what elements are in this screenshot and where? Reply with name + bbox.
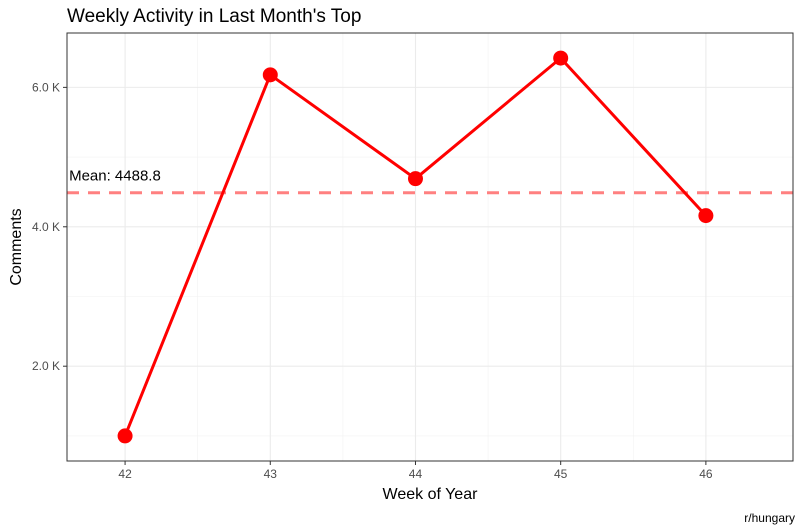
x-tick-label: 42 bbox=[118, 467, 132, 481]
chart-title: Weekly Activity in Last Month's Top bbox=[67, 6, 361, 27]
series-comments bbox=[117, 50, 714, 444]
data-point bbox=[262, 67, 278, 83]
y-tick-label: 4.0 K bbox=[32, 220, 60, 234]
mean-annotation: Mean: 4488.8 bbox=[69, 168, 161, 185]
chart-caption: r/hungary bbox=[744, 511, 795, 525]
axes: 2.0 K 4.0 K 6.0 K 42 43 44 45 46 bbox=[32, 80, 713, 481]
y-tick-label: 6.0 K bbox=[32, 80, 60, 94]
x-tick-label: 45 bbox=[554, 467, 568, 481]
data-point bbox=[553, 50, 569, 66]
data-point bbox=[407, 171, 423, 187]
grid bbox=[67, 33, 793, 461]
x-tick-label: 43 bbox=[264, 467, 278, 481]
x-tick-label: 46 bbox=[699, 467, 713, 481]
plot-panel-border bbox=[66, 32, 794, 462]
y-tick-label: 2.0 K bbox=[32, 359, 60, 373]
y-axis-title: Comments bbox=[8, 208, 25, 285]
data-point bbox=[698, 208, 714, 224]
mean-reference: Mean: 4488.8 bbox=[67, 168, 793, 195]
x-axis-title: Week of Year bbox=[383, 486, 479, 503]
x-tick-label: 44 bbox=[409, 467, 423, 481]
data-point bbox=[117, 428, 133, 444]
